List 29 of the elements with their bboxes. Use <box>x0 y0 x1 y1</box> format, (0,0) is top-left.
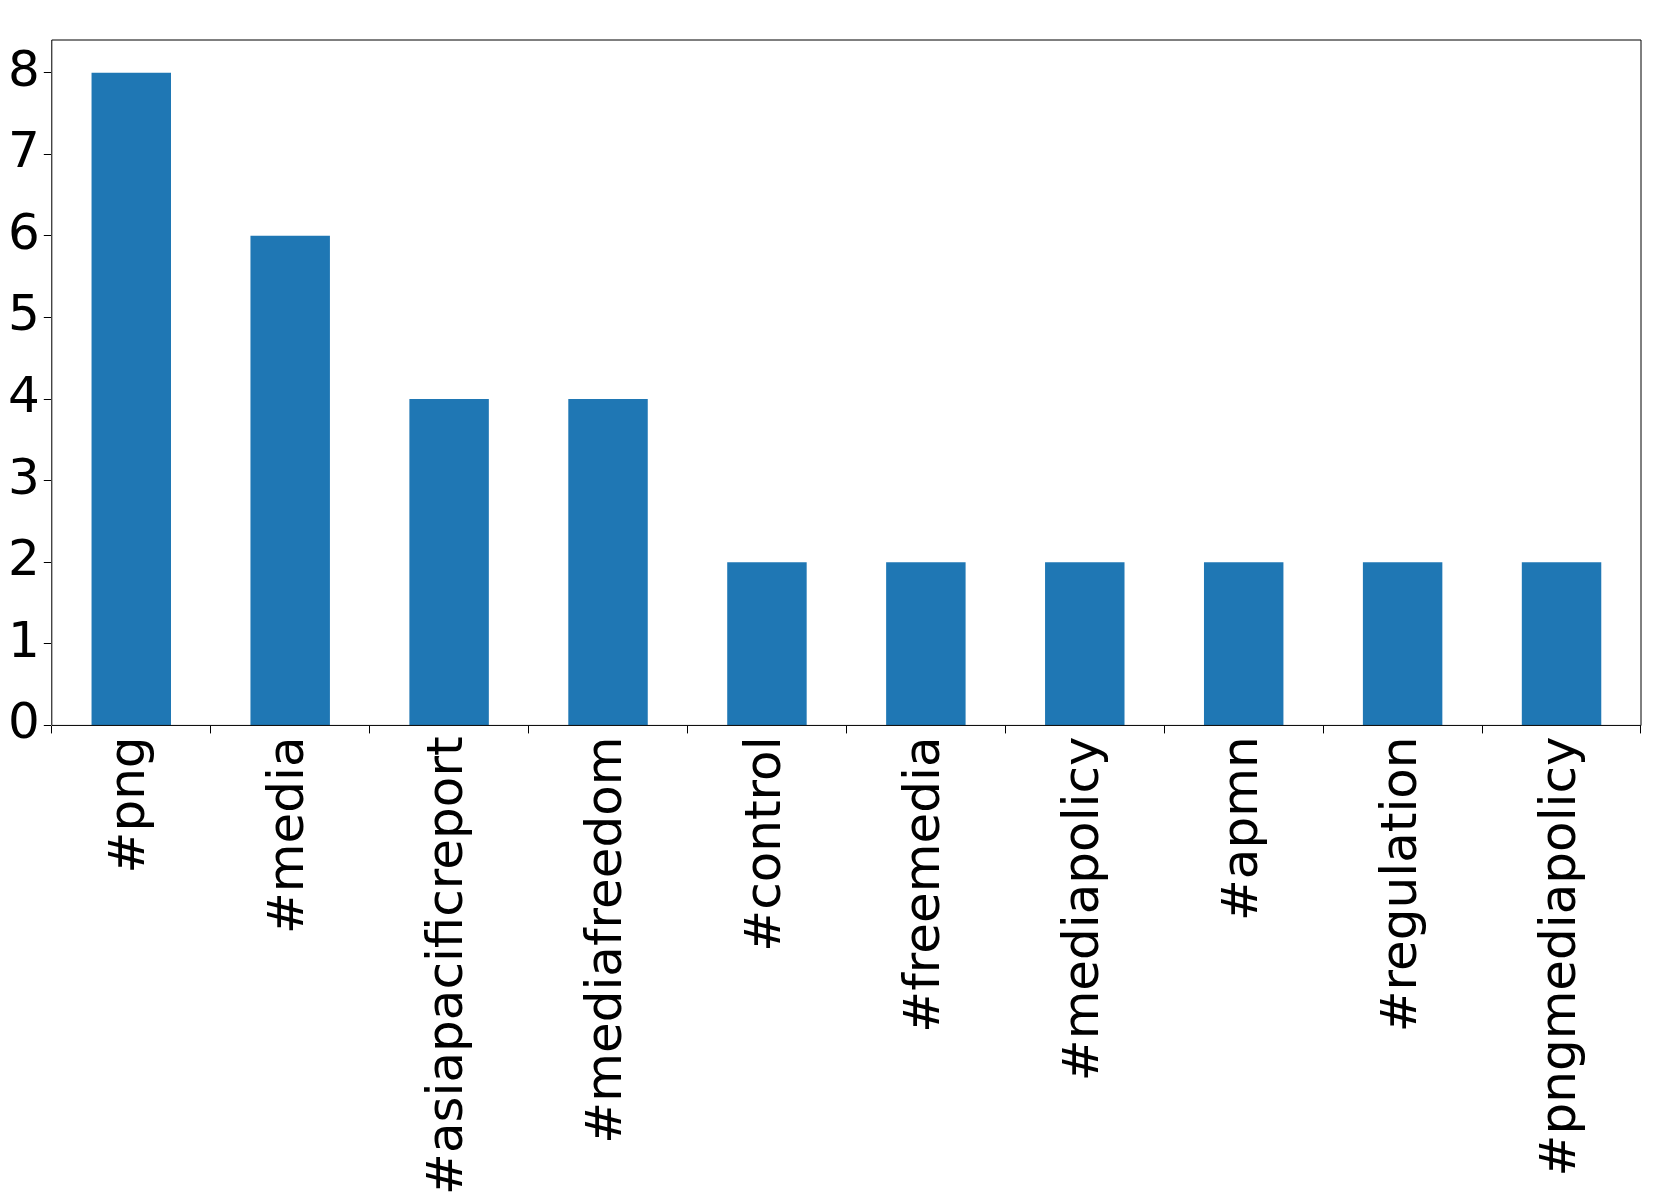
x-tick-label: #control <box>733 736 792 952</box>
x-tick-label: #mediafreedom <box>575 736 634 1144</box>
bar <box>250 235 330 725</box>
bar <box>886 562 966 725</box>
bar <box>1045 562 1125 725</box>
x-tick-label: #freemedia <box>892 736 951 1033</box>
y-tick-label: 0 <box>8 692 40 751</box>
y-tick-label: 6 <box>8 202 40 261</box>
bar <box>1362 562 1443 725</box>
y-tick-label: 3 <box>8 447 40 506</box>
y-tick-label: 2 <box>8 529 40 588</box>
x-tick-label: #asiapacificreport <box>416 736 475 1196</box>
bar <box>568 399 648 725</box>
y-tick-label: 1 <box>8 610 40 669</box>
bar <box>727 562 807 725</box>
bar <box>91 72 171 725</box>
x-tick-label: #apmn <box>1210 736 1269 922</box>
y-tick-label: 7 <box>8 121 40 180</box>
bar <box>1203 562 1284 725</box>
x-tick-label: #pngmediapolicy <box>1528 736 1587 1177</box>
x-tick-label: #regulation <box>1369 736 1428 1033</box>
bar <box>1521 562 1602 725</box>
x-tick-label: #mediapolicy <box>1051 736 1110 1082</box>
x-tick-label: #media <box>257 736 316 935</box>
y-tick-label: 4 <box>8 366 40 425</box>
y-tick-label: 8 <box>8 39 40 98</box>
x-tick-label: #png <box>98 736 157 874</box>
bar <box>409 399 489 725</box>
y-tick-label: 5 <box>8 284 40 343</box>
